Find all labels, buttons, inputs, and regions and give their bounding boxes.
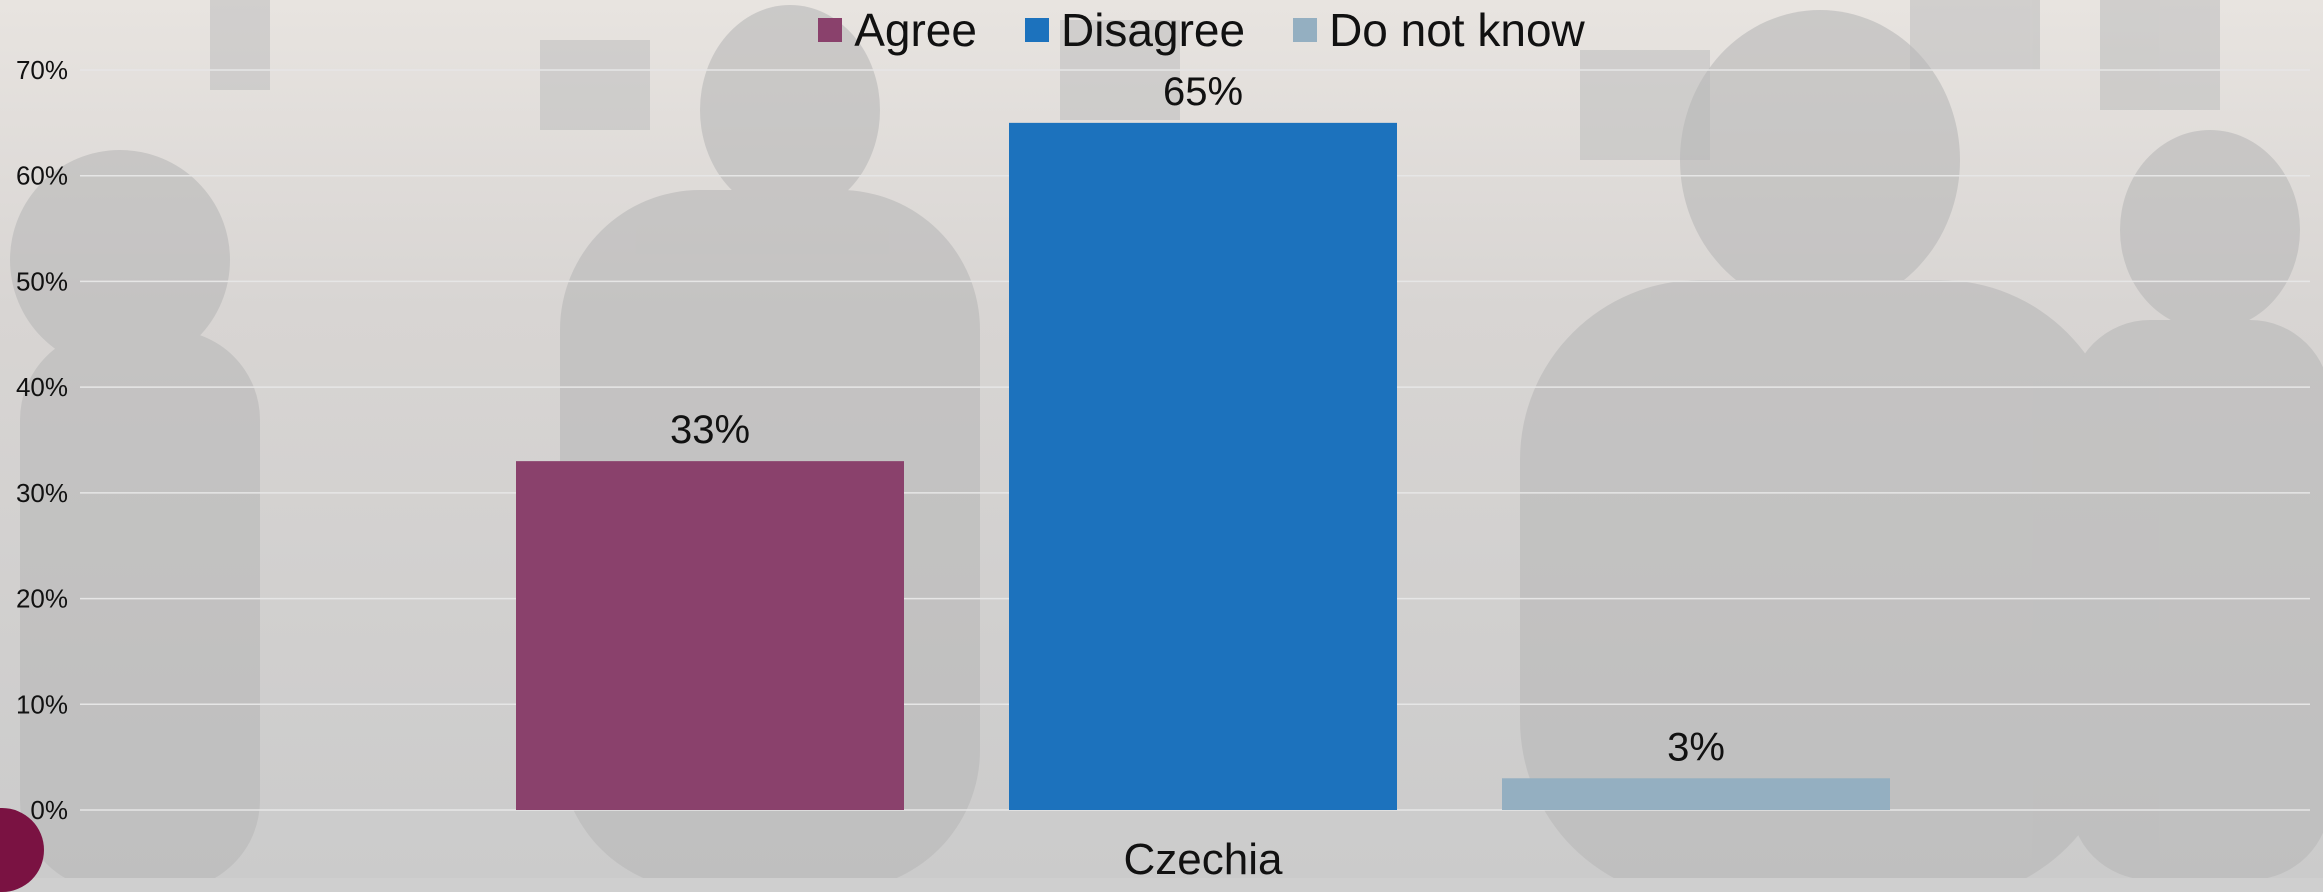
bar-do-not-know xyxy=(1502,778,1890,810)
data-label-disagree: 65% xyxy=(1163,70,1243,114)
legend-item-agree: Agree xyxy=(818,3,977,57)
legend-swatch-disagree xyxy=(1024,18,1049,42)
legend-item-disagree: Disagree xyxy=(1024,3,1246,57)
x-tick-label: Czechia xyxy=(1124,835,1283,878)
bars xyxy=(516,122,1890,811)
chart-legend: Agree Disagree Do not know xyxy=(0,0,2323,60)
data-label-agree: 33% xyxy=(670,408,750,452)
y-tick-label: 70% xyxy=(16,55,68,85)
y-tick-label: 0% xyxy=(30,795,68,825)
data-labels: 33% 65% 3% xyxy=(670,70,1725,769)
y-tick-label: 40% xyxy=(16,372,68,402)
y-tick-label: 20% xyxy=(16,584,68,614)
y-tick-label: 50% xyxy=(16,266,68,296)
bar-disagree xyxy=(1009,122,1397,811)
legend-label-agree: Agree xyxy=(854,4,977,56)
legend-item-do-not-know: Do not know xyxy=(1293,3,1585,57)
y-axis: 0% 10% 20% 30% 40% 50% 60% 70% xyxy=(16,55,68,825)
data-label-do-not-know: 3% xyxy=(1667,725,1725,769)
legend-label-disagree: Disagree xyxy=(1060,4,1246,56)
bar-agree xyxy=(516,461,904,810)
legend-swatch-do-not-know xyxy=(1293,18,1318,42)
y-tick-label: 10% xyxy=(16,689,68,719)
legend-label-do-not-know: Do not know xyxy=(1329,4,1585,56)
y-tick-label: 30% xyxy=(16,478,68,508)
legend-swatch-agree xyxy=(818,18,843,42)
y-tick-label: 60% xyxy=(16,161,68,191)
x-axis: Czechia xyxy=(1124,835,1283,878)
